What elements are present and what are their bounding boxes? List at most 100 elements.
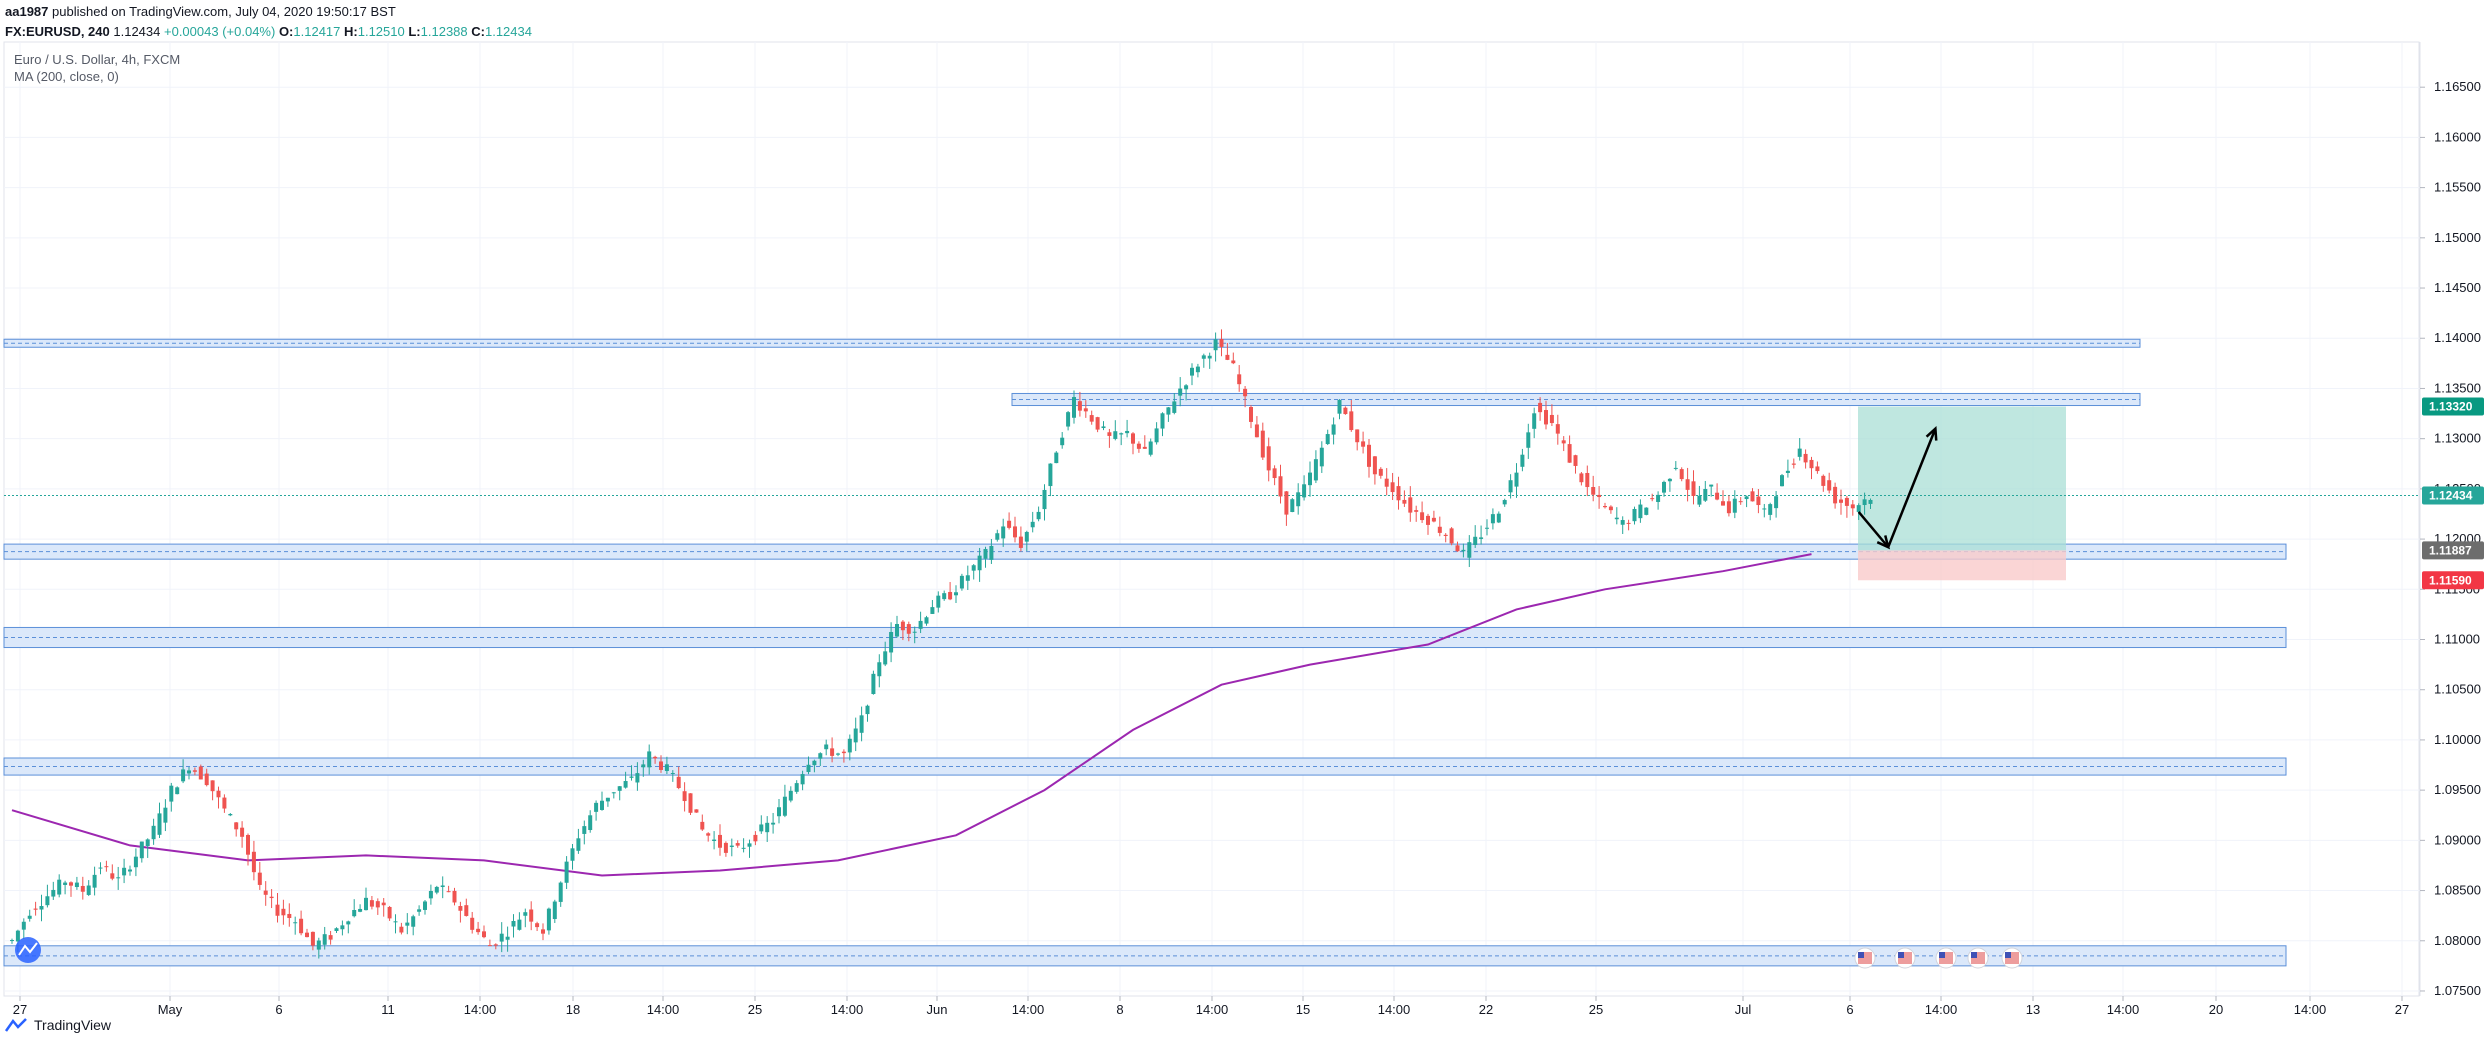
candle-down[interactable] <box>676 766 681 790</box>
candle-down[interactable] <box>110 864 115 881</box>
candle-down[interactable] <box>1107 428 1112 448</box>
candle-down[interactable] <box>1378 467 1383 479</box>
candle-up[interactable] <box>806 756 811 775</box>
candle-down[interactable] <box>1249 405 1253 429</box>
candle-up[interactable] <box>1036 506 1041 522</box>
candle-up[interactable] <box>364 887 368 911</box>
candle-down[interactable] <box>1561 436 1566 452</box>
candle-up[interactable] <box>1856 503 1861 521</box>
candle-down[interactable] <box>1272 465 1277 486</box>
candle-down[interactable] <box>1402 490 1407 507</box>
candle-up[interactable] <box>824 739 829 756</box>
candle-up[interactable] <box>157 802 162 839</box>
candle-up[interactable] <box>1514 463 1519 498</box>
candle-up[interactable] <box>57 874 62 898</box>
candle-up[interactable] <box>139 841 144 863</box>
candle-up[interactable] <box>871 670 876 695</box>
candle-up[interactable] <box>1160 412 1165 437</box>
candle-up[interactable] <box>1072 390 1076 424</box>
candle-up[interactable] <box>670 770 675 782</box>
candle-down[interactable] <box>1809 456 1814 480</box>
candle-down[interactable] <box>299 910 304 936</box>
candle-up[interactable] <box>39 894 44 922</box>
candle-up[interactable] <box>812 759 817 773</box>
candle-up[interactable] <box>1673 461 1678 471</box>
candle-down[interactable] <box>948 582 953 601</box>
candle-down[interactable] <box>1349 400 1354 432</box>
candle-up[interactable] <box>10 938 14 944</box>
candle-up[interactable] <box>1119 432 1124 446</box>
candle-up[interactable] <box>1479 525 1484 545</box>
candle-up[interactable] <box>564 856 569 890</box>
candle-up[interactable] <box>865 704 870 722</box>
candle-down[interactable] <box>464 898 469 917</box>
time-axis[interactable]: 27 May 6 11 14:00 18 14:00 25 14:00 Jun 14:00 8 14:0… <box>13 996 2409 1017</box>
candle-up[interactable] <box>175 786 180 795</box>
candle-down[interactable] <box>1844 495 1849 518</box>
candle-up[interactable] <box>440 876 445 899</box>
candle-down[interactable] <box>1420 501 1425 523</box>
candle-up[interactable] <box>1774 491 1779 518</box>
candle-up[interactable] <box>517 912 522 931</box>
tradingview-logo-icon[interactable] <box>4 1016 30 1034</box>
candle-down[interactable] <box>1343 406 1348 415</box>
candle-up[interactable] <box>782 784 787 818</box>
candle-down[interactable] <box>1355 429 1360 451</box>
candle-up[interactable] <box>1697 485 1702 507</box>
candle-up[interactable] <box>1184 384 1189 401</box>
event-flag-icon[interactable] <box>1967 947 1989 969</box>
candle-up[interactable] <box>1644 507 1649 516</box>
candle-up[interactable] <box>971 564 976 580</box>
candle-up[interactable] <box>1732 490 1737 519</box>
candle-down[interactable] <box>1455 541 1460 552</box>
candle-down[interactable] <box>735 840 740 848</box>
candle-up[interactable] <box>434 885 439 895</box>
candle-up[interactable] <box>918 611 923 634</box>
candle-down[interactable] <box>1579 472 1584 486</box>
candle-down[interactable] <box>1013 516 1017 543</box>
candle-down[interactable] <box>906 621 911 642</box>
candle-down[interactable] <box>240 821 245 848</box>
candle-up[interactable] <box>1662 480 1666 497</box>
candle-up[interactable] <box>1166 406 1171 422</box>
candle-up[interactable] <box>729 838 734 857</box>
candle-up[interactable] <box>777 798 781 824</box>
candle-up[interactable] <box>1862 492 1867 515</box>
candle-down[interactable] <box>305 928 309 938</box>
candle-up[interactable] <box>611 791 616 799</box>
candle-down[interactable] <box>1685 467 1690 502</box>
candle-up[interactable] <box>1331 417 1336 445</box>
support-resistance-zones[interactable] <box>3 338 2287 967</box>
candle-down[interactable] <box>1396 476 1401 510</box>
candle-down[interactable] <box>1850 500 1855 516</box>
candle-down[interactable] <box>399 922 404 935</box>
candle-up[interactable] <box>27 909 32 922</box>
candle-up[interactable] <box>1290 497 1295 513</box>
candle-down[interactable] <box>1715 483 1720 501</box>
candle-down[interactable] <box>1597 486 1602 509</box>
candle-down[interactable] <box>841 749 846 763</box>
candle-up[interactable] <box>352 899 357 918</box>
candle-up[interactable] <box>1325 429 1330 446</box>
candle-down[interactable] <box>246 833 250 866</box>
candle-down[interactable] <box>1384 468 1389 496</box>
candle-up[interactable] <box>428 884 433 905</box>
goto-realtime-icon[interactable] <box>15 937 41 963</box>
candle-down[interactable] <box>1390 472 1395 501</box>
legend-indicator[interactable]: MA (200, close, 0) <box>14 69 119 84</box>
candle-down[interactable] <box>1827 472 1832 494</box>
candle-up[interactable] <box>316 937 321 959</box>
candle-up[interactable] <box>1632 506 1637 525</box>
candle-up[interactable] <box>576 828 581 854</box>
candle-up[interactable] <box>1213 332 1218 362</box>
candle-down[interactable] <box>1018 526 1023 552</box>
candle-up[interactable] <box>741 838 746 853</box>
candle-up[interactable] <box>965 565 970 591</box>
candle-down[interactable] <box>328 930 333 945</box>
candle-down[interactable] <box>104 860 109 872</box>
candle-up[interactable] <box>895 615 899 638</box>
candle-down[interactable] <box>1237 365 1242 392</box>
candle-down[interactable] <box>1225 342 1230 361</box>
candle-up[interactable] <box>1520 448 1525 472</box>
